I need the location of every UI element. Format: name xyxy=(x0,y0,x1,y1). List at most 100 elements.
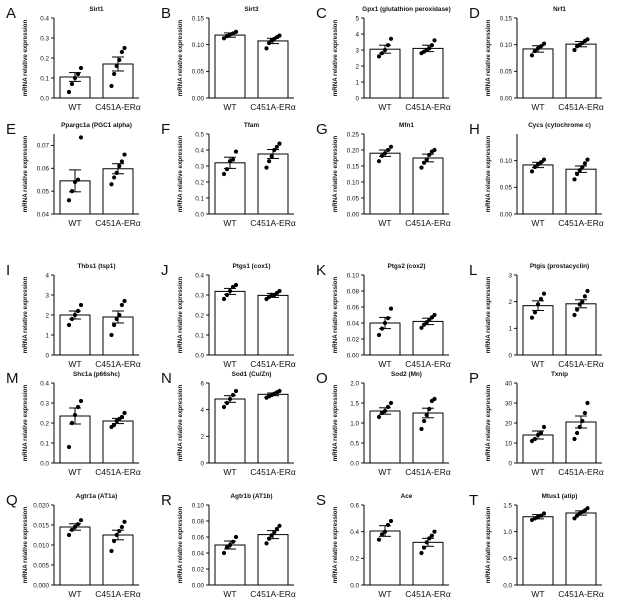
y-tick-label: 1 xyxy=(355,79,359,86)
data-point xyxy=(233,282,239,288)
y-tick-label: 0.5 xyxy=(195,131,204,138)
data-point xyxy=(532,436,538,442)
data-point xyxy=(388,144,394,149)
data-point xyxy=(119,414,124,420)
x-category-label: C451A-ERα xyxy=(95,218,141,228)
data-point xyxy=(264,46,269,51)
data-point xyxy=(264,541,269,546)
y-tick-label: 0.04 xyxy=(192,550,205,557)
panel-title: Gpx1 (glutathion peroxidase) xyxy=(362,6,450,13)
x-category-label: WT xyxy=(68,218,81,228)
panel-p: P Txnip mRNA relative expression 0 10 20 30 40 W… xyxy=(469,370,604,477)
bar xyxy=(412,541,444,586)
y-tick-label: 3 xyxy=(355,47,359,54)
data-point xyxy=(382,47,388,53)
data-point xyxy=(272,530,277,535)
data-point xyxy=(541,511,547,516)
panel-f: F Tfam mRNA relative expression 0.0 0.1 0.2 0.… xyxy=(161,121,296,228)
x-category-label: C451A-ERα xyxy=(250,359,296,369)
y-tick-label: 1 xyxy=(45,332,49,339)
y-tick-label: 20 xyxy=(505,420,513,427)
data-point xyxy=(529,53,535,58)
bar xyxy=(412,157,444,215)
data-point xyxy=(541,291,547,296)
x-category-label: C451A-ERα xyxy=(405,218,451,228)
data-point xyxy=(388,400,394,406)
y-tick-label: 0.10 xyxy=(192,502,205,509)
data-point xyxy=(535,302,541,307)
x-category-label: WT xyxy=(68,467,81,477)
y-tick-label: 0.2 xyxy=(350,556,359,563)
panel-letter: K xyxy=(316,262,326,279)
y-tick-label: 0.2 xyxy=(40,420,49,427)
x-category-label: WT xyxy=(531,218,544,228)
y-tick-label: 0.1 xyxy=(40,440,49,447)
bar xyxy=(369,48,401,99)
data-point xyxy=(224,400,230,406)
y-axis-label: mRNA relative expression xyxy=(177,385,184,462)
y-tick-label: 0.0 xyxy=(40,460,49,467)
panel-c: C Gpx1 (glutathion peroxidase) mRNA relati… xyxy=(316,5,451,112)
y-tick-label: 0.10 xyxy=(347,272,360,279)
data-point xyxy=(585,37,590,42)
data-point xyxy=(385,43,391,48)
x-category-label: WT xyxy=(223,359,236,369)
bar xyxy=(59,526,91,586)
x-category-label: WT xyxy=(223,589,236,599)
data-point xyxy=(109,548,114,554)
data-point xyxy=(585,400,590,406)
data-point xyxy=(227,288,233,294)
bar xyxy=(369,152,401,215)
data-point xyxy=(69,81,75,87)
data-point xyxy=(264,165,269,170)
data-point xyxy=(379,410,385,416)
data-point xyxy=(72,75,78,81)
data-point xyxy=(233,149,239,154)
y-tick-label: 0.005 xyxy=(33,562,49,569)
data-point xyxy=(575,430,580,436)
panel-e: E Ppargc1a (PGC1 alpha) mRNA relative expr… xyxy=(6,121,141,228)
x-category-label: C451A-ERα xyxy=(250,589,296,599)
panel-letter: G xyxy=(316,121,328,138)
y-axis-label: mRNA relative expression xyxy=(332,385,339,462)
y-tick-label: 0.010 xyxy=(33,542,49,549)
bar xyxy=(214,398,246,464)
data-point xyxy=(109,332,114,338)
data-point xyxy=(419,165,424,170)
panel-title: Mtus1 (atip) xyxy=(542,493,578,500)
data-point xyxy=(582,161,587,166)
bar xyxy=(214,162,246,215)
y-tick-label: 0.07 xyxy=(37,143,50,150)
panel-letter: H xyxy=(469,121,480,138)
y-tick-label: 0.06 xyxy=(192,534,205,541)
data-point xyxy=(112,175,117,180)
panel-title: Agtr1b (AT1b) xyxy=(230,493,272,500)
data-point xyxy=(422,545,427,550)
data-point xyxy=(66,89,72,95)
x-category-label: WT xyxy=(378,589,391,599)
x-category-label: WT xyxy=(378,102,391,112)
panel-o: O Sod2 (Mn) mRNA relative expression 0.0 0.5… xyxy=(316,370,451,477)
panel-title: Shc1a (p66shc) xyxy=(73,371,120,378)
data-point xyxy=(66,444,72,450)
data-point xyxy=(379,326,385,331)
y-tick-label: 0.15 xyxy=(500,15,513,22)
data-point xyxy=(230,539,236,544)
y-axis-label: mRNA relative expression xyxy=(22,277,29,354)
panel-letter: T xyxy=(469,492,478,509)
y-axis-label: mRNA relative expression xyxy=(177,136,184,213)
y-tick-label: 2.0 xyxy=(350,380,359,387)
data-point xyxy=(580,299,585,304)
data-point xyxy=(119,49,124,55)
data-point xyxy=(230,157,236,162)
data-point xyxy=(538,513,544,518)
bar xyxy=(102,168,134,215)
y-tick-label: 0.10 xyxy=(500,158,513,165)
y-tick-label: 0 xyxy=(355,95,359,102)
data-point xyxy=(582,294,587,299)
y-tick-label: 0.1 xyxy=(195,195,204,202)
data-point xyxy=(432,529,437,534)
x-category-label: C451A-ERα xyxy=(405,102,451,112)
x-category-label: C451A-ERα xyxy=(558,589,604,599)
